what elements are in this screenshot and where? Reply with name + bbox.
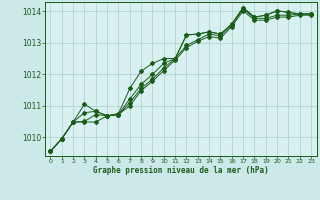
- X-axis label: Graphe pression niveau de la mer (hPa): Graphe pression niveau de la mer (hPa): [93, 166, 269, 175]
